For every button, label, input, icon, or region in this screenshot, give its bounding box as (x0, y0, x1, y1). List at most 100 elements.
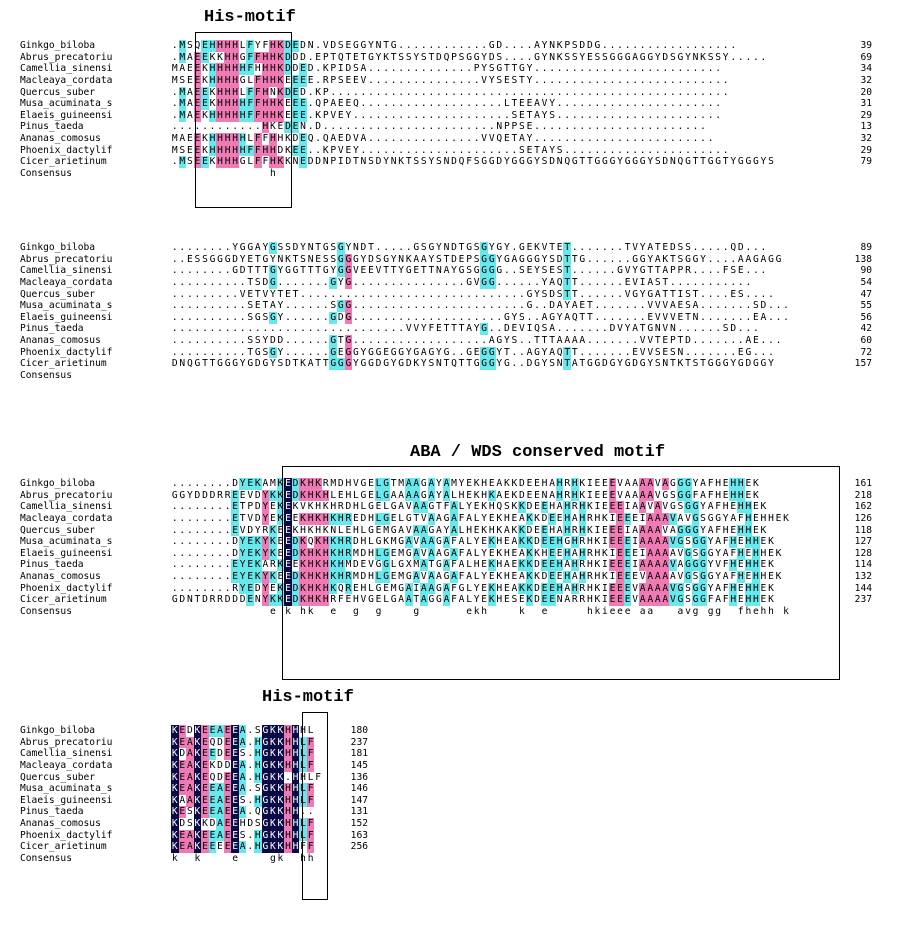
residue-count: 181 (350, 748, 368, 760)
residue-count: 29 (860, 109, 872, 121)
residue-count: 131 (350, 806, 368, 818)
residue-count: 256 (350, 841, 368, 853)
species-name: Cicer_arietinum (20, 156, 107, 168)
species-name: Abrus_precatoriu (20, 253, 113, 265)
species-name: Cicer_arietinum (20, 594, 107, 606)
residue-count: 180 (350, 725, 368, 736)
residue-count: 147 (350, 794, 368, 806)
species-name: Camellia_sinensi (20, 265, 113, 277)
residue-count: 132 (854, 571, 872, 583)
residue-count: 127 (854, 536, 872, 548)
species-name: Macleaya_cordata (20, 512, 113, 524)
residue-count: 56 (860, 311, 872, 323)
species-name: Phoenix_dactylif (20, 582, 113, 594)
species-name: Musa_acuminata_s (20, 98, 113, 110)
residue-count: 146 (350, 783, 368, 795)
residue-count: 39 (860, 40, 872, 51)
residue-count: 55 (860, 300, 872, 312)
residue-count: 72 (860, 346, 872, 358)
residue-count: 145 (350, 759, 368, 771)
species-name: Elaeis_guineensi (20, 547, 113, 559)
species-name: Phoenix_dactylif (20, 346, 113, 358)
residue-count: 42 (860, 323, 872, 335)
his-motif-title-bottom: His-motif (262, 688, 354, 707)
residue-count: 161 (854, 478, 872, 489)
species-name: Macleaya_cordata (20, 74, 113, 86)
species-name: Macleaya_cordata (20, 759, 113, 771)
species-name: Ginkgo_biloba (20, 40, 96, 51)
species-name: Ananas_comosus (20, 335, 101, 347)
species-name: Consensus (20, 370, 72, 382)
species-name: Consensus (20, 853, 72, 865)
species-name: Musa_acuminata_s (20, 536, 113, 548)
species-name: Ginkgo_biloba (20, 242, 96, 253)
species-name: Elaeis_guineensi (20, 794, 113, 806)
species-name: Pinus_taeda (20, 323, 84, 335)
residue-count: 32 (860, 74, 872, 86)
species-name: Phoenix_dactylif (20, 829, 113, 841)
sequence: h (269, 168, 276, 180)
residue-count: 136 (350, 771, 368, 783)
species-name: Quercus_suber (20, 86, 96, 98)
residue-count: 237 (350, 736, 368, 748)
residue-count: 32 (860, 133, 872, 145)
species-name: Camellia_sinensi (20, 501, 113, 513)
species-name: Macleaya_cordata (20, 276, 113, 288)
species-name: Camellia_sinensi (20, 63, 113, 75)
residue-count: 237 (854, 594, 872, 606)
species-name: Musa_acuminata_s (20, 300, 113, 312)
species-name: Elaeis_guineensi (20, 311, 113, 323)
residue-count: 60 (860, 335, 872, 347)
residue-count: 138 (854, 253, 872, 265)
residue-count: 89 (860, 242, 872, 253)
residue-count: 163 (350, 829, 368, 841)
species-name: Pinus_taeda (20, 806, 84, 818)
species-name: Camellia_sinensi (20, 748, 113, 760)
aba-wds-motif-title: ABA / WDS conserved motif (410, 443, 666, 462)
species-name: Ginkgo_biloba (20, 725, 96, 736)
species-name: Quercus_suber (20, 771, 96, 783)
species-name: Pinus_taeda (20, 121, 84, 133)
species-name: Elaeis_guineensi (20, 109, 113, 121)
residue-count: 114 (854, 559, 872, 571)
residue-count: 20 (860, 86, 872, 98)
residue-count: 126 (854, 512, 872, 524)
species-name: Phoenix_dactylif (20, 144, 113, 156)
residue-count: 162 (854, 501, 872, 513)
residue-count: 157 (854, 358, 872, 370)
residue-count: 54 (860, 276, 872, 288)
